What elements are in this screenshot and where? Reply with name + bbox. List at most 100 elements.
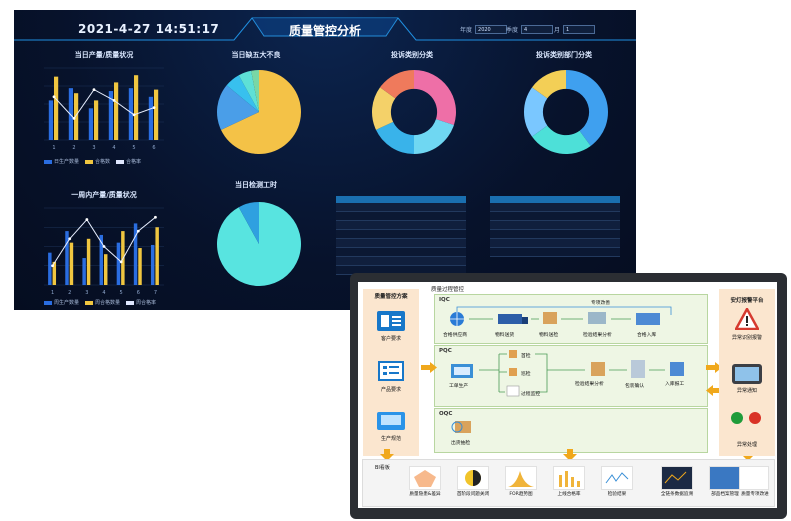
- table-row: [490, 247, 620, 257]
- quality-dashboard: 2021-4-27 14:51:17 质量管控分析 年度 2020 季度 4 月…: [14, 10, 636, 310]
- bar-chart-icon: [553, 466, 585, 490]
- table-row: [490, 203, 620, 212]
- bar: [86, 238, 91, 285]
- bar: [82, 258, 86, 285]
- arrow-right-icon: [706, 362, 722, 373]
- filter-year-label: 年度: [460, 27, 473, 34]
- daily-legend: 日生产数量 合格数 合格率: [44, 158, 141, 165]
- pie-slice: [375, 121, 414, 154]
- scatter-chart-icon: [601, 466, 633, 490]
- bi-item-caption: 质量隐患&差异: [409, 492, 441, 497]
- complaint-category-donut: [372, 70, 456, 154]
- pie-slice: [380, 70, 414, 99]
- archive-dashboard-icon: [709, 466, 741, 490]
- bi-item-inspection-result[interactable]: 检验结果: [595, 464, 639, 502]
- table-row: [490, 229, 620, 239]
- bi-item-part-archive[interactable]: 部品档案管理: [703, 464, 747, 502]
- bar: [138, 248, 142, 285]
- oqc-flow: [451, 421, 471, 433]
- bar: [88, 108, 93, 140]
- pie-slice: [226, 75, 259, 112]
- filter-quarter-label: 季度: [506, 27, 519, 34]
- quality-plan-panel: 质量管控方案 客户要求 产品要求 生产规范: [363, 289, 419, 456]
- dashboard-title: 质量管控分析: [288, 24, 361, 38]
- line-point: [154, 215, 157, 219]
- table-header: [490, 196, 555, 203]
- pqc-flow: [451, 350, 684, 397]
- pqc-step-patrol-inspection: 巡检: [521, 372, 531, 377]
- line-point: [68, 237, 72, 241]
- pie-slice: [238, 70, 259, 112]
- pie-slice: [238, 202, 259, 244]
- table-header: [336, 196, 401, 203]
- pie-slice: [251, 70, 259, 112]
- pie-slice: [524, 87, 548, 137]
- bi-item-caption: 质量专项改进: [741, 492, 769, 497]
- plan-item-customer: 客户要求: [380, 336, 401, 342]
- filter-month[interactable]: 月 1: [554, 24, 596, 35]
- x-tick-label: 5: [132, 145, 135, 151]
- bi-item-traceability[interactable]: 全链条数据追溯: [655, 464, 699, 502]
- process-header: 质量过程管控: [431, 287, 465, 293]
- bar: [68, 88, 73, 140]
- iqc-step-delivery: 物料送货: [495, 333, 515, 338]
- bi-item-online-pass-rate[interactable]: 上线合格率: [547, 464, 591, 502]
- filter-month-select[interactable]: 1: [563, 25, 596, 34]
- customer-requirement-icon: [377, 311, 405, 331]
- bar: [154, 89, 159, 140]
- legend-item: 合格率: [116, 158, 141, 165]
- stop-button-icon: [749, 412, 761, 424]
- table-row: [490, 211, 620, 221]
- bi-item-quality-risk[interactable]: 质量隐患&差异: [403, 464, 447, 502]
- x-tick-label: 2: [68, 290, 71, 296]
- arrow-left-icon: [706, 385, 722, 396]
- arrow-down-icon: [563, 449, 577, 461]
- bar: [114, 82, 119, 140]
- x-tick-label: 4: [102, 290, 105, 296]
- bi-item-special-improvement[interactable]: 质量专项改进: [739, 464, 777, 502]
- filter-quarter[interactable]: 季度 4: [506, 24, 554, 35]
- legend-item: 周生产数量: [44, 299, 79, 306]
- andon-alarm-panel: 安灯报警平台 异常识别报警 异常通知 异常处理: [719, 289, 775, 456]
- pie-slice: [372, 87, 396, 130]
- panel-title-weekly-production: 一周内产量/质量状况: [71, 191, 137, 199]
- line-point: [136, 229, 140, 233]
- iqc-step-warehouse: 合格入库: [637, 333, 657, 338]
- weekly-legend: 周生产数量 周合格数量 周合格率: [44, 299, 156, 306]
- bi-board-strip: BI看板 质量隐患&差异 首阶段问题关闭 FOR趋势图 上线合格率 检验结果: [362, 459, 775, 507]
- line-point: [152, 106, 156, 109]
- filter-quarter-select[interactable]: 4: [521, 25, 554, 34]
- oqc-tag: OQC: [439, 411, 453, 417]
- quality-process-screen: 质量管控方案 客户要求 产品要求 生产规范 质量过程管控: [358, 282, 777, 508]
- warning-icon: [735, 308, 759, 330]
- bar: [99, 234, 103, 285]
- filter-year-select[interactable]: 2020: [475, 25, 508, 34]
- pie-slice: [414, 70, 456, 125]
- defect-top5-pie: [217, 70, 301, 154]
- panel-title-daily-production: 当日产量/质量状况: [74, 51, 134, 59]
- phone-notification-icon: [732, 364, 762, 384]
- legend-item: 合格数: [85, 158, 110, 165]
- product-requirement-icon: [378, 361, 404, 381]
- pqc-step-work-order: 工单生产: [449, 384, 469, 389]
- bar: [155, 227, 159, 285]
- bi-item-for-trend[interactable]: FOR趋势图: [499, 464, 543, 502]
- gauge-chart-icon: [457, 466, 489, 490]
- daily-production-chart: 1 2 3 4 5 6: [44, 67, 164, 151]
- table-row: [336, 211, 466, 221]
- panel-title-complaint-category: 投诉类别分类: [391, 51, 433, 59]
- iqc-tag: IQC: [439, 297, 450, 303]
- iqc-step-supplier: 合格供应商: [443, 333, 467, 338]
- pie-slice: [532, 70, 566, 99]
- pqc-tag: PQC: [439, 348, 452, 354]
- panel-title-daily-inspection: 当日检测工时: [235, 181, 277, 189]
- x-tick-label: 1: [51, 290, 54, 296]
- filter-year[interactable]: 年度 2020: [460, 24, 508, 35]
- x-tick-label: 5: [120, 290, 123, 296]
- line-point: [85, 218, 89, 221]
- bi-item-first-stage-issue[interactable]: 首阶段问题关闭: [451, 464, 495, 502]
- line-point: [51, 264, 54, 268]
- pie-slice: [220, 70, 301, 154]
- pqc-step-analysis: 检验结果分析: [575, 382, 604, 387]
- traceability-dashboard-icon: [661, 466, 693, 490]
